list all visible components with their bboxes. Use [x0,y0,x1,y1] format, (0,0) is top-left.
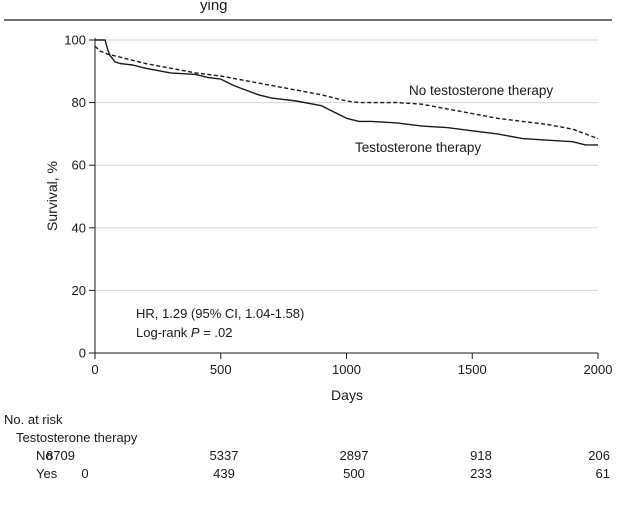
logrank-p-symbol: P [191,325,200,340]
risk-value-yes-2: 500 [343,466,365,481]
y-tick-label-40: 40 [72,220,86,235]
risk-table-title: No. at risk [4,412,63,427]
hr-annotation: HR, 1.29 (95% CI, 1.04-1.58) [136,306,304,321]
risk-value-yes-4: 61 [596,466,610,481]
x-tick-label-1000: 1000 [332,362,361,377]
risk-value-yes-0: 0 [81,466,88,481]
risk-row-label-yes: Yes [36,466,58,481]
x-axis-label: Days [331,387,363,403]
x-tick-label-500: 500 [210,362,232,377]
series-line-no-testosterone [94,45,599,140]
risk-values: 8709 5337 2897 918 206 0 439 500 233 61 [46,448,610,481]
logrank-value: = .02 [200,325,233,340]
risk-value-no-3: 918 [470,448,492,463]
y-tick-label-80: 80 [72,95,86,110]
x-tick-label-1500: 1500 [458,362,487,377]
series-line-testosterone [95,39,598,146]
y-tick-label-100: 100 [64,33,86,48]
y-tick-label-0: 0 [79,346,86,361]
logrank-prefix: Log-rank [136,325,191,340]
risk-value-no-0: 8709 [46,448,75,463]
risk-value-yes-3: 233 [470,466,492,481]
risk-table-subtitle: Testosterone therapy [16,430,138,445]
risk-value-no-2: 2897 [340,448,369,463]
curve-label-no-testosterone: No testosterone therapy [409,83,553,98]
series-group [94,39,599,146]
y-tick-label-20: 20 [72,283,86,298]
risk-value-yes-1: 439 [213,466,235,481]
risk-table: No. at risk Testosterone therapy No Yes … [4,412,610,481]
grid-lines [95,39,598,291]
labels-group: Survival, % Days No testosterone therapy… [44,83,553,403]
partial-title-text: ying [200,0,228,14]
risk-row-label-no: No [36,448,53,463]
risk-value-no-4: 206 [588,448,610,463]
y-axis-label: Survival, % [44,161,60,231]
x-tick-label-0: 0 [91,362,98,377]
x-tick-label-2000: 2000 [584,362,613,377]
y-tick-label-60: 60 [72,158,86,173]
curve-label-testosterone: Testosterone therapy [355,140,481,155]
risk-value-no-1: 5337 [210,448,239,463]
logrank-annotation: Log-rank P = .02 [136,325,232,340]
